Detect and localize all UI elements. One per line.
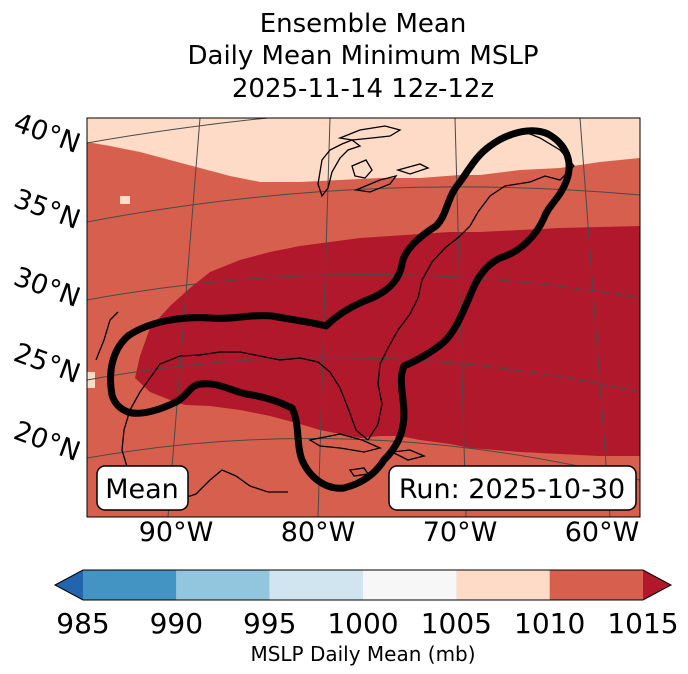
colorbar-tick-990: 990 — [150, 607, 203, 640]
mslp-band-1005-1010-speck — [120, 196, 130, 204]
latitude-labels: 40°N 35°N 30°N 25°N 20°N — [10, 107, 85, 467]
hispaniola — [389, 449, 427, 461]
colorbar-over-arrow — [643, 570, 671, 600]
colorbar-bins — [83, 570, 643, 600]
cuba — [308, 433, 382, 453]
mslp-band-1005-1010 — [87, 118, 640, 182]
meridian-80w — [317, 118, 331, 517]
lat-label-35n: 35°N — [10, 183, 85, 235]
colorbar-tick-995: 995 — [243, 607, 296, 640]
map-panel — [87, 118, 640, 517]
lake-huron — [351, 159, 373, 179]
colorbar-bin-985-990 — [83, 570, 177, 600]
colorbar-tick-1000: 1000 — [327, 607, 398, 640]
badge-mean: Mean — [96, 465, 189, 511]
longitude-labels: 90°W 80°W 70°W 60°W — [139, 517, 640, 548]
mexico-coast — [95, 311, 119, 361]
lat-label-40n: 40°N — [10, 107, 85, 159]
map-frame — [86, 117, 641, 518]
meridian-60w — [579, 118, 611, 517]
plot-title: Ensemble Mean Daily Mean Minimum MSLP 20… — [187, 9, 538, 104]
badge-mean-text: Mean — [105, 474, 179, 505]
lon-label-80w: 80°W — [281, 517, 356, 548]
colorbar-tick-985: 985 — [56, 607, 109, 640]
colorbar-tick-1015: 1015 — [607, 607, 678, 640]
colorbar-bin-1005-1010 — [456, 570, 550, 600]
lon-label-90w: 90°W — [139, 517, 214, 548]
lat-label-20n: 20°N — [10, 415, 85, 467]
badge-mean-box — [96, 465, 189, 511]
parallel-40n — [87, 118, 273, 144]
lake-michigan — [317, 139, 362, 198]
colorbar-ticks: 985 990 995 1000 1005 1010 1015 — [56, 607, 678, 640]
colorbar-tick-1005: 1005 — [421, 607, 492, 640]
mslp-contour — [107, 127, 573, 492]
title-line-3: 2025-11-14 12z-12z — [232, 74, 494, 104]
lat-label-25n: 25°N — [10, 337, 85, 389]
lon-label-70w: 70°W — [423, 517, 498, 548]
lake-erie — [353, 174, 398, 193]
badge-run: Run: 2025-10-30 — [388, 465, 637, 511]
gulf-coastline — [121, 351, 369, 501]
badge-run-text: Run: 2025-10-30 — [399, 474, 625, 505]
lat-label-30n: 30°N — [10, 261, 85, 313]
colorbar-tick-1010: 1010 — [514, 607, 585, 640]
colorbar-bin-1010-1015 — [549, 570, 643, 600]
colorbar: 985 990 995 1000 1005 1010 1015 MSLP Daily Mea… — [53, 569, 679, 666]
colorbar-outline — [53, 569, 673, 601]
colorbar-bin-1000-1005 — [363, 570, 457, 600]
colorbar-bin-990-995 — [176, 570, 270, 600]
lon-label-60w: 60°W — [565, 517, 640, 548]
title-line-1: Ensemble Mean — [260, 9, 467, 39]
mslp-band-1005-1010-west — [87, 372, 95, 388]
lake-superior — [337, 125, 402, 141]
parallel-25n — [87, 357, 640, 393]
badge-run-box — [388, 465, 637, 511]
colorbar-bin-995-1000 — [269, 570, 363, 600]
lake-ontario — [395, 163, 430, 175]
east-coastline — [367, 129, 575, 441]
parallel-30n — [87, 274, 640, 301]
title-line-2: Daily Mean Minimum MSLP — [187, 41, 538, 71]
colorbar-label: MSLP Daily Mean (mb) — [250, 642, 475, 666]
colorbar-under-arrow — [55, 570, 83, 600]
